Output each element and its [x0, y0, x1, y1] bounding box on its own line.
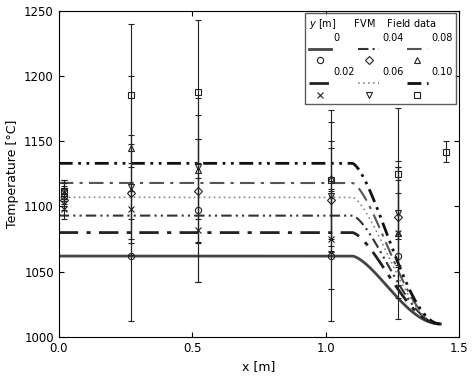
- X-axis label: x [m]: x [m]: [242, 360, 275, 373]
- Legend: 0, , , 0.02, , , 0.04, , , 0.06, , , 0.08, , , 0.10, , : 0, , , 0.02, , , 0.04, , , 0.06, , , 0.0…: [305, 14, 456, 104]
- Y-axis label: Temperature [°C]: Temperature [°C]: [6, 120, 18, 228]
